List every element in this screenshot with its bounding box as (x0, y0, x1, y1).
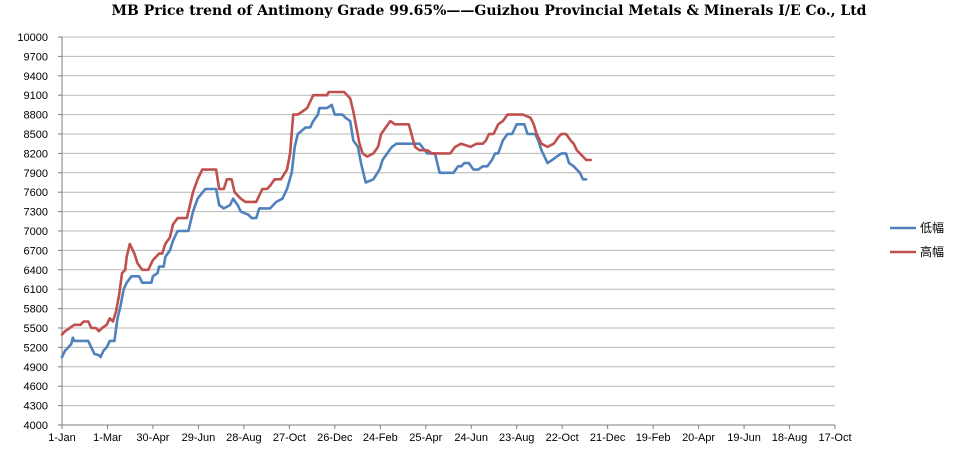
x-tick-label: 30-Apr (136, 432, 169, 444)
series-line-1 (60, 103, 588, 359)
y-tick-label: 10000 (17, 32, 48, 44)
y-tick-label: 9100 (24, 90, 48, 102)
grid-lines (62, 36, 835, 407)
x-tick-label: 25-Apr (409, 432, 442, 444)
x-tick-label: 24-Feb (363, 432, 398, 444)
x-tick-label: 23-Aug (499, 432, 534, 444)
y-tick-label: 6400 (24, 265, 48, 277)
x-tick-label: 19-Jun (727, 432, 761, 444)
x-tick-label: 28-Aug (226, 432, 261, 444)
x-tick-label: 17-Oct (818, 432, 851, 444)
legend-label: 低幅 (920, 220, 944, 235)
x-tick-label: 1-Mar (93, 432, 122, 444)
y-axis-tick-labels: 4000 4300 4600 4900 5200 5500 5800 6100 6400 6700… (17, 32, 48, 432)
y-tick-label: 9400 (24, 71, 48, 83)
y-tick-label: 6700 (24, 245, 48, 257)
y-tick-label: 4000 (24, 420, 48, 432)
y-tick-label: 7600 (24, 187, 48, 199)
y-tick-label: 5500 (24, 323, 48, 335)
y-tick-label: 9700 (24, 51, 48, 63)
chart-title: MB Price trend of Antimony Grade 99.65%—… (112, 3, 867, 19)
x-axis-tick-labels: 1-Jan 1-Mar 30-Apr 29-Jun 28-Aug 27-Oct 26-Dec… (48, 432, 851, 444)
x-tick-label: 27-Oct (273, 432, 306, 444)
y-tick-label: 5200 (24, 342, 48, 354)
y-tick-label: 4600 (24, 381, 48, 393)
y-tick-label: 7900 (24, 168, 48, 180)
x-tick-label: 22-Oct (546, 432, 579, 444)
x-tick-label: 29-Jun (182, 432, 216, 444)
series-lines (60, 90, 592, 359)
y-tick-label: 6100 (24, 284, 48, 296)
y-tick-label: 4300 (24, 401, 48, 413)
x-tick-label: 18-Aug (772, 432, 807, 444)
x-tick-label: 21-Dec (590, 432, 626, 444)
x-tick-label: 24-Jun (454, 432, 488, 444)
y-tick-label: 5800 (24, 304, 48, 316)
x-tick-label: 1-Jan (48, 432, 76, 444)
y-tick-label: 7000 (24, 226, 48, 238)
y-tick-label: 7300 (24, 207, 48, 219)
y-tick-label: 4900 (24, 362, 48, 374)
legend-label: 高幅 (920, 244, 944, 259)
x-tick-label: 20-Apr (682, 432, 715, 444)
y-tick-label: 8500 (24, 129, 48, 141)
x-tick-label: 19-Feb (636, 432, 671, 444)
x-tick-label: 26-Dec (317, 432, 353, 444)
y-tick-label: 8200 (24, 148, 48, 160)
y-tick-label: 8800 (24, 110, 48, 122)
axes (58, 36, 836, 429)
series-line-2 (60, 90, 592, 336)
